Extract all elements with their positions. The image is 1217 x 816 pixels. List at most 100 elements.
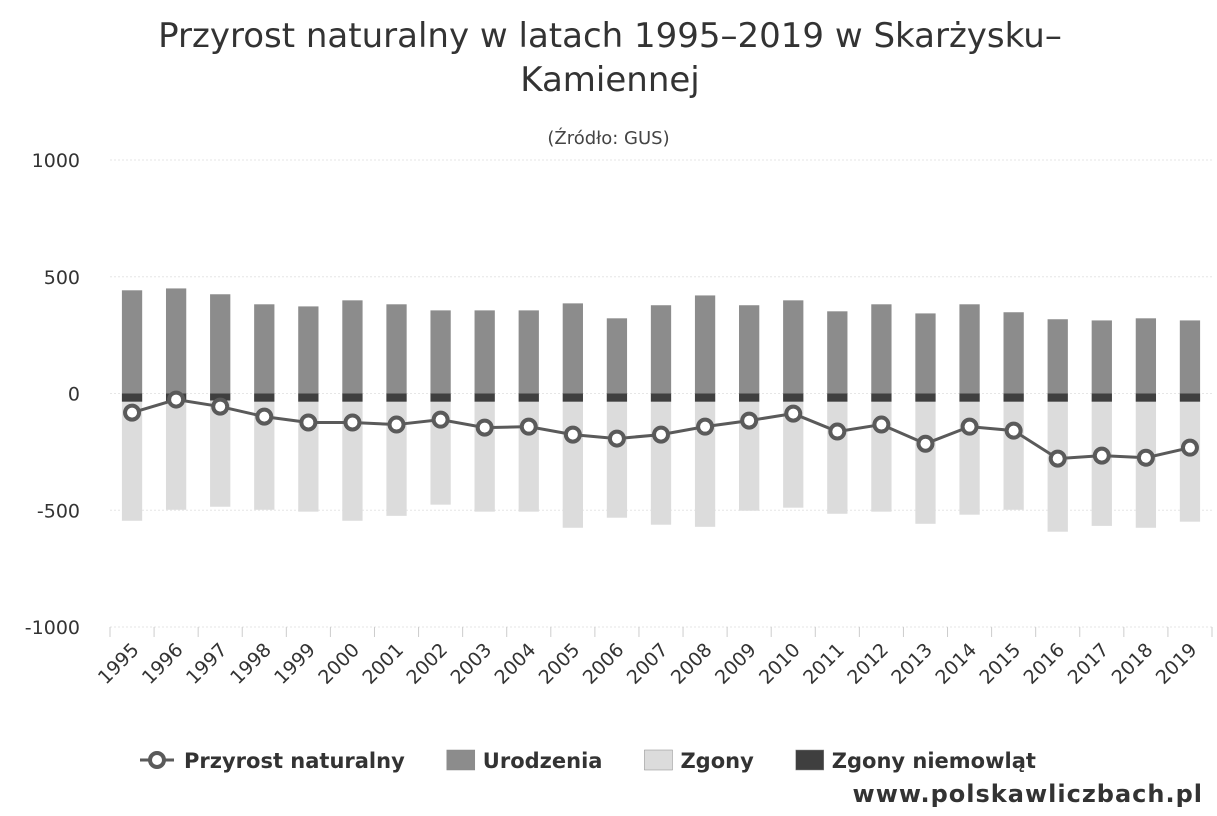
y-tick-label: -1000: [25, 617, 80, 639]
bar: [210, 294, 231, 394]
bar: [606, 393, 628, 402]
legend-label: Urodzenia: [483, 749, 603, 773]
bar: [827, 393, 848, 514]
watermark: www.polskawliczbach.pl: [852, 780, 1203, 808]
bar: [827, 311, 848, 394]
x-tick-label: 2015: [975, 639, 1025, 689]
bar: [1135, 393, 1157, 402]
legend-label: Zgony niemowląt: [832, 749, 1036, 773]
bar: [650, 305, 672, 394]
legend-symbol: [644, 749, 673, 771]
marker: [960, 417, 979, 436]
bar: [606, 393, 628, 518]
chart-subtitle: (Źródło: GUS): [547, 128, 670, 149]
bar: [474, 393, 495, 512]
marker: [607, 429, 626, 448]
bar: [694, 295, 716, 394]
bar: [121, 393, 143, 521]
bar: [518, 393, 539, 512]
bar: [210, 393, 231, 401]
bar: [1003, 312, 1024, 394]
bar: [783, 393, 804, 402]
bar: [1179, 320, 1201, 394]
bar: [121, 290, 143, 394]
bar: [915, 393, 936, 402]
bar: [694, 393, 716, 402]
bar: [650, 393, 672, 402]
x-tick-label: 1995: [94, 639, 144, 689]
marker: [916, 434, 935, 453]
bar: [474, 393, 495, 402]
bar: [518, 393, 539, 402]
marker: [123, 403, 142, 422]
marker: [1136, 448, 1155, 467]
x-tick-label: 2014: [931, 639, 981, 689]
x-tick-label: 2013: [887, 639, 937, 689]
x-tick-label: 2011: [799, 639, 849, 689]
bar: [121, 393, 143, 402]
bar: [298, 306, 319, 394]
bar: [342, 393, 363, 402]
bar: [959, 304, 980, 394]
bar: [827, 393, 848, 402]
bar: [562, 393, 583, 402]
bar: [430, 393, 451, 402]
marker: [167, 390, 186, 409]
marker: [828, 422, 847, 441]
bar: [1091, 320, 1112, 394]
bar: [1047, 319, 1068, 394]
marker: [475, 418, 494, 437]
marker: [387, 415, 406, 434]
bar: [298, 393, 319, 512]
marker: [652, 425, 670, 444]
marker: [740, 411, 759, 430]
marker: [1092, 446, 1111, 465]
bar: [1179, 393, 1201, 522]
bar: [783, 393, 804, 508]
x-tick-label: 2000: [314, 639, 364, 689]
bar: [739, 305, 760, 394]
y-tick-label: 0: [68, 384, 80, 406]
bar: [298, 393, 319, 402]
marker: [784, 404, 803, 423]
bar: [915, 313, 936, 394]
bar: [518, 310, 539, 394]
legend-label: Zgony: [680, 749, 754, 773]
x-tick-label: 2007: [623, 639, 673, 689]
marker: [1048, 449, 1067, 468]
marker: [211, 397, 230, 416]
x-tick-label: 2008: [667, 639, 717, 689]
x-tick-label: 2019: [1152, 639, 1202, 689]
bar: [210, 393, 231, 507]
marker: [431, 410, 450, 429]
legend-label: Przyrost naturalny: [184, 749, 405, 773]
bar: [915, 393, 936, 524]
x-tick-label: 2016: [1020, 639, 1070, 689]
bar: [342, 300, 363, 394]
marker: [343, 413, 362, 432]
bar: [1003, 393, 1024, 510]
x-tick-label: 2010: [755, 639, 805, 689]
x-tick-label: 2009: [711, 639, 761, 689]
marker: [1004, 421, 1023, 440]
bar: [1179, 393, 1201, 402]
bar: [1003, 393, 1024, 402]
bar: [430, 393, 451, 505]
bar: [342, 393, 363, 521]
legend-symbol: [795, 749, 825, 771]
marker: [872, 415, 891, 434]
legend-symbol: [148, 751, 166, 769]
bar: [871, 393, 892, 512]
x-tick-label: 1997: [182, 639, 232, 689]
bar: [254, 393, 275, 402]
x-tick-label: 2012: [843, 639, 893, 689]
marker: [519, 417, 538, 436]
legend-symbol: [446, 749, 476, 771]
y-tick-label: -500: [37, 500, 80, 522]
x-tick-label: 2004: [491, 639, 541, 689]
bar: [386, 393, 407, 402]
x-tick-label: 2002: [402, 639, 452, 689]
marker: [696, 417, 715, 436]
